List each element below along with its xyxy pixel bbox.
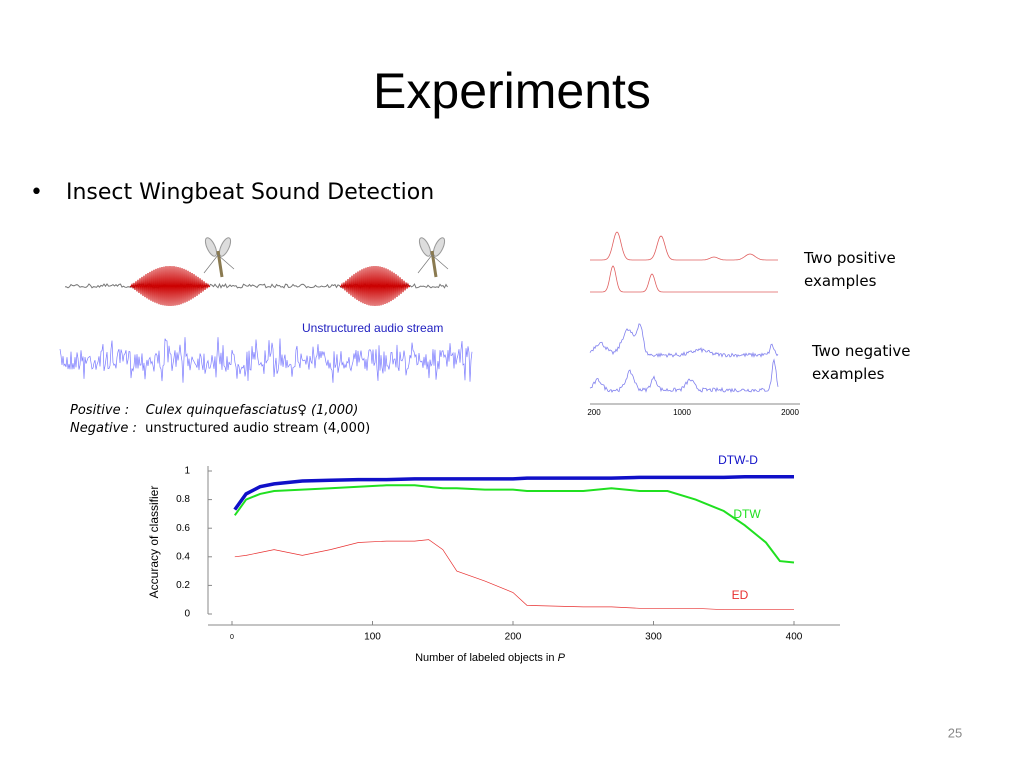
text: unstructured audio stream (4,000) — [145, 421, 371, 436]
burst — [339, 265, 411, 307]
label: Positive : — [70, 403, 130, 418]
positive-line: Positive : Culex quinquefasciatus♀ (1,00… — [70, 403, 358, 418]
x-tick-label: 400 — [786, 632, 803, 643]
bullet: Insect Wingbeat Sound Detection — [66, 180, 435, 205]
y-tick-label: 0 — [184, 609, 190, 620]
x-tick-label: 100 — [364, 632, 381, 643]
x-tick-label: 0 — [230, 634, 234, 641]
audio-stream — [59, 337, 473, 383]
positive-spectrum — [590, 231, 778, 261]
spectrum-tick: 1000 — [673, 408, 691, 417]
negative-line: Negative : unstructured audio stream (4,… — [70, 421, 370, 436]
x-tick-label: 300 — [645, 632, 662, 643]
y-tick-label: 0.2 — [176, 580, 190, 591]
series-label: ED — [732, 588, 749, 602]
burst — [129, 265, 211, 307]
x-axis-label: Number of labeled objects in P — [0, 652, 980, 664]
positive-examples: Two positive examples — [804, 249, 896, 290]
chart: 0 0.2 0.4 0.6 0.8 1 0 100 200 300 400 Accuracy of c… — [147, 453, 840, 643]
y-tick-label: 0.8 — [176, 494, 190, 505]
x-label-var: P — [557, 652, 565, 664]
bullet-dot: • — [30, 180, 43, 205]
mosquito-wing — [418, 237, 432, 257]
mosquito-leg — [203, 254, 219, 274]
mosquito-wing — [218, 237, 232, 257]
positive-spectrum — [590, 265, 778, 293]
mosquito-leg — [431, 254, 449, 270]
spectrum-tick: 200 — [587, 408, 601, 417]
mosquito-wing — [204, 237, 218, 257]
y-tick-label: 0.6 — [176, 523, 190, 534]
mosquito-leg — [217, 254, 235, 270]
stream-label: Unstructured audio stream — [302, 321, 443, 335]
negative-spectrum — [589, 358, 779, 393]
series-label: DTW-D — [718, 453, 758, 467]
y-axis-label: Accuracy of classifier — [147, 486, 161, 599]
page-number: 25 — [948, 725, 962, 740]
x-label: Number of labeled objects in — [415, 652, 555, 664]
y-tick-label: 1 — [184, 466, 190, 477]
series-line — [233, 484, 795, 564]
title: Experiments — [373, 63, 651, 119]
waveforms — [59, 231, 800, 405]
spectrum-tick: 2000 — [781, 408, 799, 417]
y-tick-label: 0.4 — [176, 551, 190, 562]
negative-examples: Two negative examples — [812, 342, 911, 383]
mosquito-leg — [417, 254, 433, 274]
x-tick-label: 200 — [505, 632, 522, 643]
series-line — [233, 474, 794, 511]
label: Negative : — [70, 421, 137, 436]
negative-spectrum — [589, 323, 779, 358]
text: Culex quinquefasciatus♀ (1,000) — [145, 403, 359, 418]
series-line — [234, 539, 794, 611]
series-label: DTW — [733, 507, 761, 521]
mosquito-wing — [432, 237, 446, 257]
